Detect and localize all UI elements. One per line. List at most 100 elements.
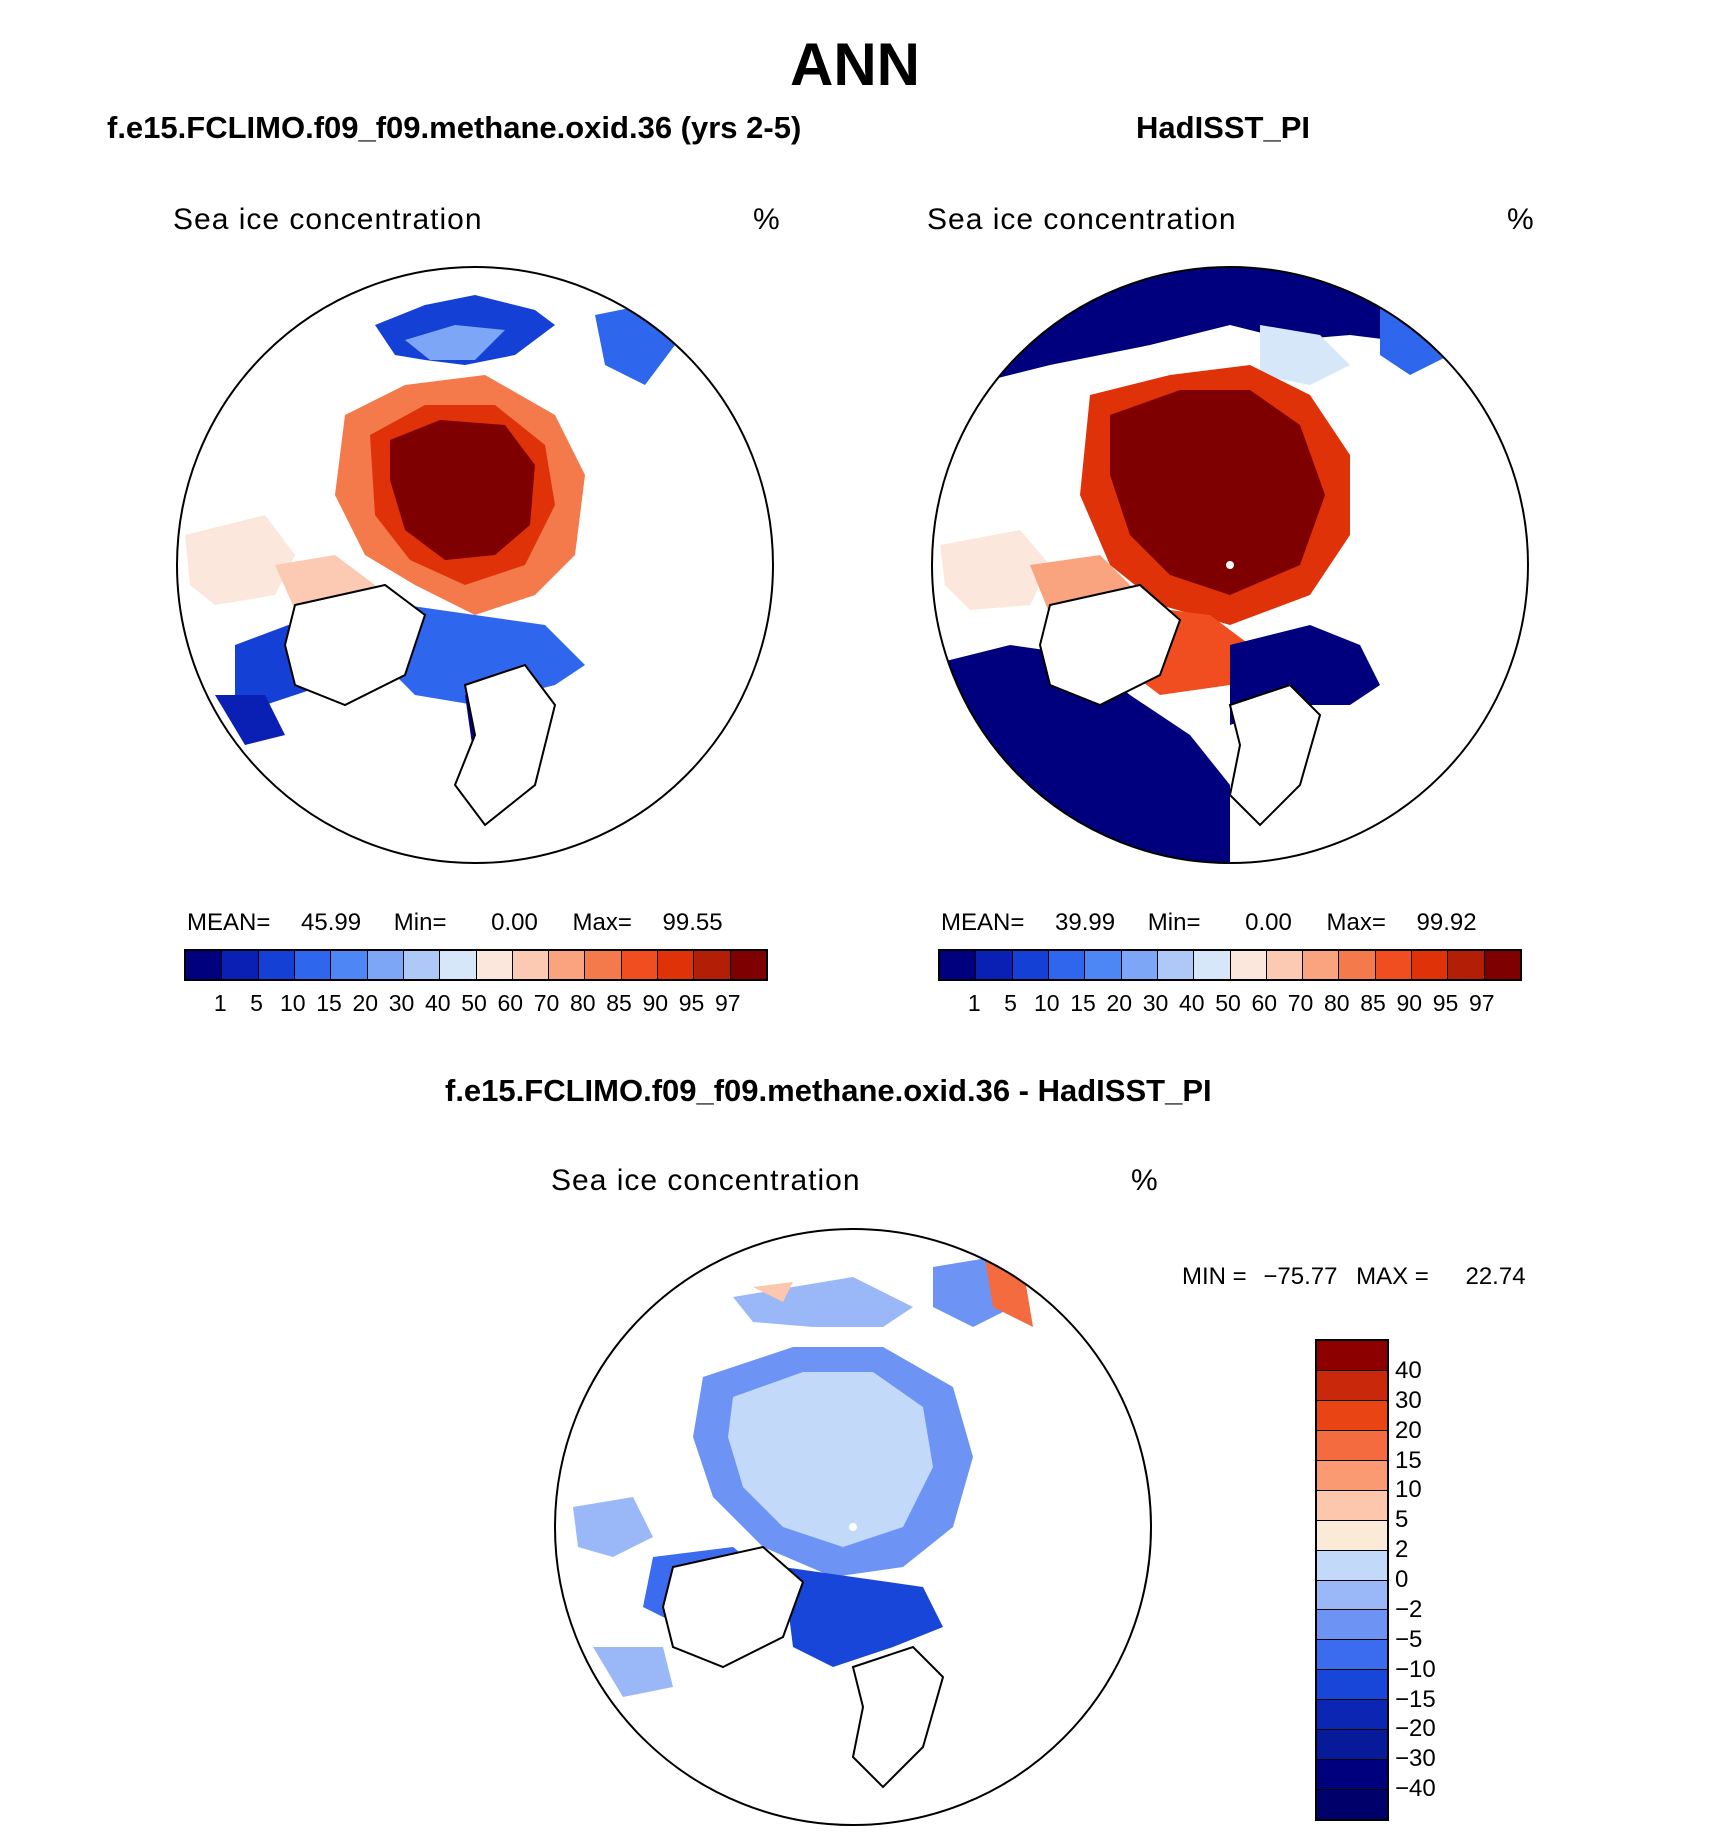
colorbar-tick-label: 20 xyxy=(1106,990,1133,1016)
colorbar-tick-label: 10 xyxy=(279,990,306,1016)
colorbar-tick-label: −10 xyxy=(1395,1655,1436,1683)
panel-3-colorbar xyxy=(1315,1339,1389,1821)
panel-2-units: % xyxy=(1507,203,1535,236)
colorbar-swatch xyxy=(222,951,259,979)
colorbar-tick-label: 90 xyxy=(642,990,669,1016)
colorbar-tick-label: 15 xyxy=(1395,1446,1422,1474)
colorbar-swatch xyxy=(940,951,977,979)
colorbar-swatch xyxy=(1317,1730,1387,1761)
colorbar-tick-label: −20 xyxy=(1395,1715,1436,1743)
colorbar-tick-label: 15 xyxy=(316,990,342,1016)
colorbar-swatch xyxy=(258,951,295,979)
colorbar-swatch xyxy=(1266,951,1304,979)
colorbar-swatch xyxy=(694,951,731,979)
colorbar-swatch xyxy=(1317,1670,1387,1701)
panel-3-units: % xyxy=(1131,1164,1159,1197)
colorbar-swatch xyxy=(549,951,586,979)
colorbar-swatch xyxy=(440,951,477,979)
colorbar-swatch xyxy=(658,951,695,979)
colorbar-tick-label: −40 xyxy=(1395,1775,1436,1803)
panel-2-stats: MEAN= 39.99 Min= 0.00 Max= 99.92 xyxy=(941,909,1477,937)
colorbar-tick-label: 5 xyxy=(250,990,263,1016)
colorbar-swatch xyxy=(1317,1790,1387,1819)
panel-2-variable: Sea ice concentration xyxy=(927,203,1237,236)
colorbar-tick-label: 95 xyxy=(678,990,705,1016)
panel-2-title: HadISST_PI xyxy=(1136,110,1310,145)
colorbar-tick-label: 60 xyxy=(1251,990,1278,1016)
panel-2-min-label: Min= xyxy=(1147,909,1201,936)
colorbar-swatch xyxy=(1448,951,1485,979)
colorbar-swatch xyxy=(294,951,332,979)
panel-2-max-value: 99.92 xyxy=(1416,909,1477,936)
colorbar-tick-label: 80 xyxy=(1323,990,1350,1016)
colorbar-swatch xyxy=(1317,1610,1387,1641)
colorbar-swatch xyxy=(1085,951,1122,979)
panel-1-min-label: Min= xyxy=(393,909,447,936)
colorbar-tick-label: 30 xyxy=(388,990,415,1016)
colorbar-swatch xyxy=(730,951,766,979)
colorbar-tick-label: 10 xyxy=(1395,1476,1422,1504)
colorbar-swatch xyxy=(403,951,441,979)
colorbar-tick-label: −30 xyxy=(1395,1745,1436,1773)
panel-3-variable: Sea ice concentration xyxy=(551,1164,861,1197)
colorbar-swatch xyxy=(1317,1400,1387,1431)
colorbar-tick-label: 20 xyxy=(1395,1416,1422,1444)
panel-1-mean-label: MEAN= xyxy=(187,909,271,936)
panel-1-max-label: Max= xyxy=(572,909,632,936)
colorbar-swatch xyxy=(1048,951,1086,979)
colorbar-swatch xyxy=(1317,1490,1387,1521)
colorbar-swatch xyxy=(1339,951,1376,979)
panel-1-max-value: 99.55 xyxy=(662,909,723,936)
colorbar-tick-label: 10 xyxy=(1033,990,1060,1016)
colorbar-swatch xyxy=(1412,951,1449,979)
colorbar-tick-label: 50 xyxy=(1215,990,1241,1016)
colorbar-tick-label: 70 xyxy=(533,990,560,1016)
colorbar-swatch xyxy=(1194,951,1231,979)
colorbar-tick-label: 40 xyxy=(424,990,451,1016)
colorbar-swatch xyxy=(512,951,550,979)
colorbar-tick-label: 80 xyxy=(569,990,596,1016)
colorbar-swatch xyxy=(331,951,368,979)
colorbar-tick-label: −15 xyxy=(1395,1685,1436,1713)
colorbar-tick-label: 40 xyxy=(1395,1356,1422,1384)
colorbar-tick-label: −5 xyxy=(1395,1625,1423,1653)
panel-3-min-label: MIN = xyxy=(1182,1263,1247,1290)
colorbar-swatch xyxy=(1317,1640,1387,1671)
panel-2-mean-label: MEAN= xyxy=(941,909,1025,936)
figure-title: ANN xyxy=(790,31,920,98)
colorbar-tick-label: 15 xyxy=(1070,990,1096,1016)
colorbar-swatch xyxy=(1230,951,1267,979)
colorbar-swatch xyxy=(1303,951,1340,979)
colorbar-tick-label: 30 xyxy=(1395,1386,1422,1414)
panel-1-colorbar xyxy=(184,949,768,981)
colorbar-swatch xyxy=(1317,1520,1387,1551)
panel-2-colorbar xyxy=(938,949,1522,981)
colorbar-swatch xyxy=(1317,1341,1387,1371)
colorbar-tick-label: 85 xyxy=(606,990,632,1016)
colorbar-tick-label: 40 xyxy=(1178,990,1205,1016)
colorbar-tick-label: −2 xyxy=(1395,1595,1423,1623)
panel-1-units: % xyxy=(753,203,781,236)
panel-3-title: f.e15.FCLIMO.f09_f09.methane.oxid.36 - H… xyxy=(445,1073,1212,1108)
colorbar-tick-label: 90 xyxy=(1396,990,1423,1016)
colorbar-tick-label: 2 xyxy=(1395,1536,1409,1564)
colorbar-tick-label: 1 xyxy=(967,990,981,1016)
panel-1-title: f.e15.FCLIMO.f09_f09.methane.oxid.36 (yr… xyxy=(107,110,802,145)
colorbar-swatch xyxy=(186,951,223,979)
panel-1-stats: MEAN= 45.99 Min= 0.00 Max= 99.55 xyxy=(187,909,723,937)
colorbar-tick-label: 1 xyxy=(213,990,227,1016)
panel-3-max-label: MAX = xyxy=(1356,1263,1429,1290)
colorbar-swatch xyxy=(1317,1430,1387,1461)
panel-1-mean-value: 45.99 xyxy=(301,909,362,936)
panel-1-polar-map xyxy=(176,266,774,864)
panel-2-min-value: 0.00 xyxy=(1245,909,1292,936)
panel-1-min-value: 0.00 xyxy=(491,909,538,936)
colorbar-swatch xyxy=(1375,951,1413,979)
colorbar-swatch xyxy=(476,951,513,979)
panel-3-max-value: 22.74 xyxy=(1465,1263,1526,1290)
colorbar-tick-label: 70 xyxy=(1287,990,1314,1016)
colorbar-swatch xyxy=(367,951,404,979)
colorbar-swatch xyxy=(1317,1550,1387,1581)
panel-3-min-value: −75.77 xyxy=(1263,1263,1338,1290)
colorbar-tick-label: 50 xyxy=(461,990,487,1016)
